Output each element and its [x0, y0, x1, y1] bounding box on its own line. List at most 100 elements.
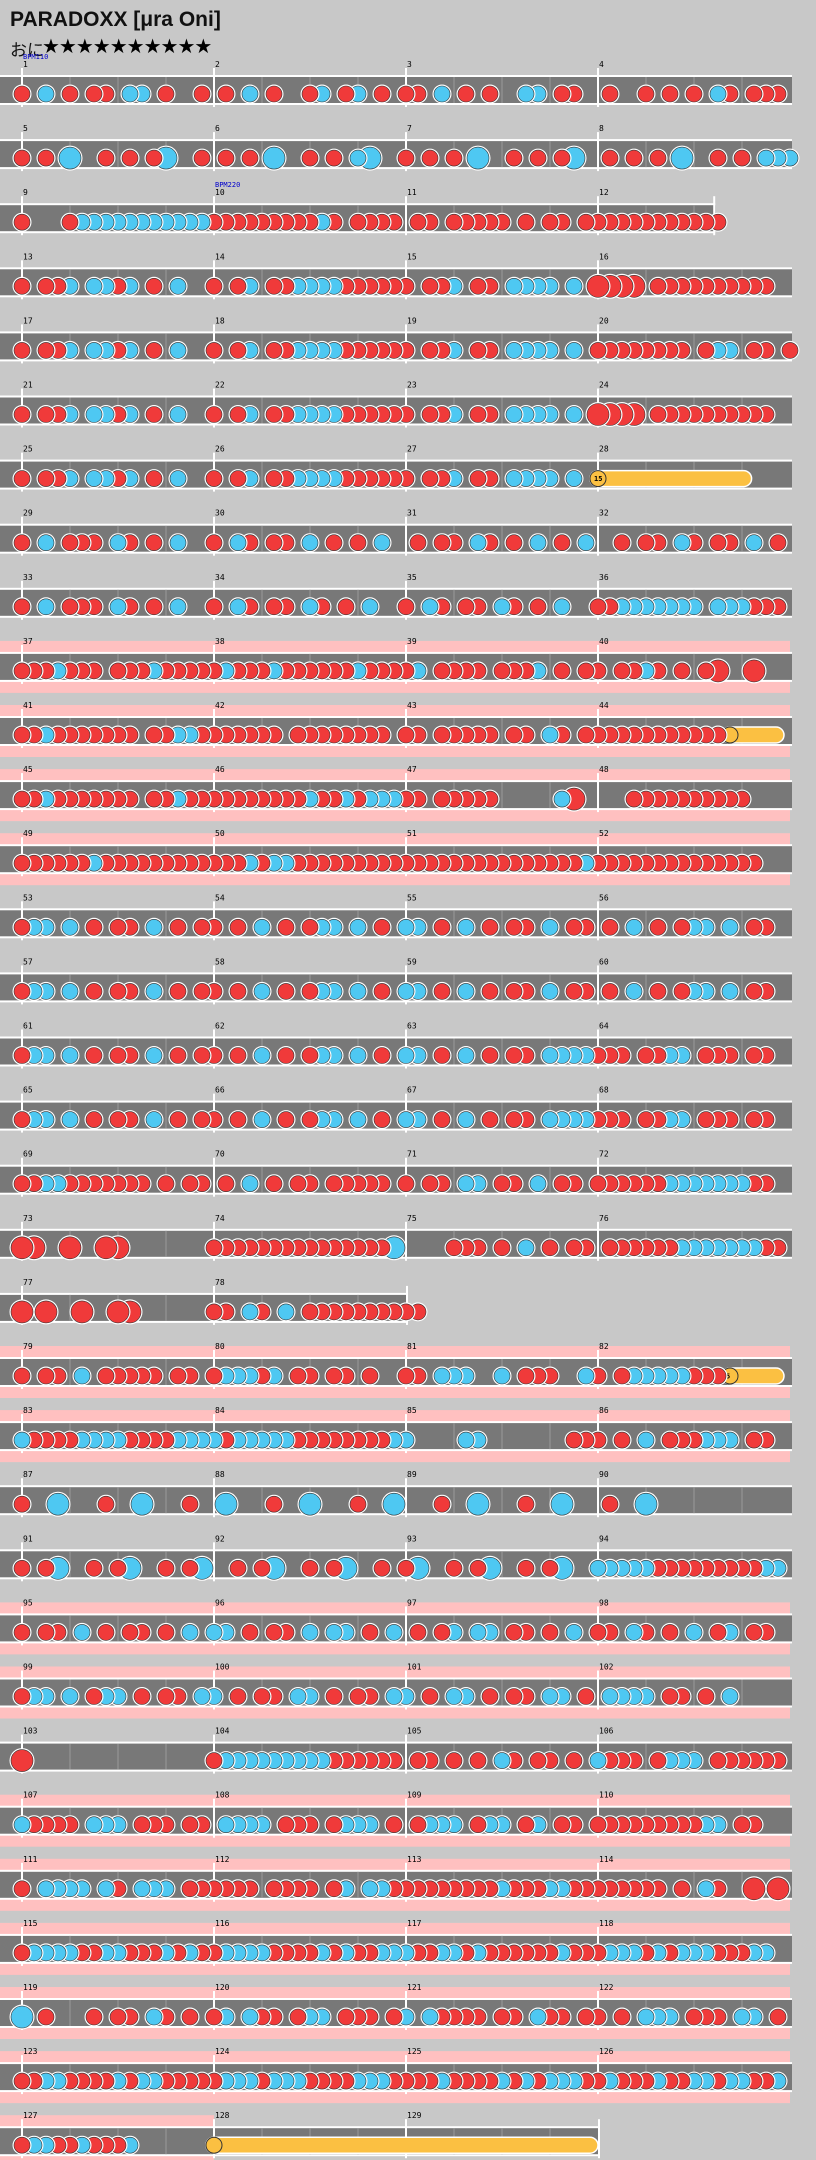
big-ka-note: [262, 146, 286, 170]
measure-number: 39: [407, 637, 417, 646]
big-don-note: [766, 1877, 790, 1901]
ka-note: [673, 534, 691, 552]
ka-note: [145, 918, 163, 936]
ka-note: [457, 1175, 475, 1192]
ka-note: [61, 1111, 79, 1128]
measure-number: 6: [215, 124, 220, 133]
measure-number: 21: [23, 381, 33, 390]
don-note: [541, 1560, 559, 1577]
ka-note: [625, 918, 643, 936]
don-note: [565, 983, 583, 1000]
don-note: [205, 1367, 223, 1385]
big-don-note: [586, 403, 610, 426]
don-note: [229, 918, 247, 936]
don-note: [61, 85, 79, 103]
don-note: [745, 1431, 763, 1449]
ka-note: [745, 534, 763, 552]
measure-number: 74: [215, 1214, 225, 1223]
ka-note: [85, 406, 103, 423]
ka-note: [493, 1367, 511, 1385]
ka-note: [241, 2008, 259, 2026]
measure-number: 58: [215, 957, 225, 966]
don-note: [637, 1047, 655, 1064]
don-note: [421, 342, 439, 359]
don-note: [13, 983, 31, 1000]
ka-note: [121, 85, 139, 103]
ka-note: [169, 277, 187, 295]
measure-number: 4: [599, 60, 604, 69]
measure-number: 66: [215, 1086, 225, 1095]
measure-number: 54: [215, 893, 225, 902]
chart-header: PARADOXX [μra Oni] おに ★★★★★★★★★★: [0, 0, 816, 62]
ka-note: [205, 1624, 223, 1641]
don-note: [265, 277, 283, 295]
measure-number: 32: [599, 509, 609, 518]
ka-note: [109, 534, 127, 552]
ka-note: [709, 598, 727, 616]
don-note: [13, 1367, 31, 1385]
ka-note: [601, 1688, 619, 1705]
don-note: [229, 1560, 247, 1577]
don-note: [217, 149, 235, 167]
don-note: [241, 1624, 259, 1641]
don-note: [349, 1688, 367, 1705]
ka-note: [457, 1047, 475, 1064]
measure-number: 89: [407, 1470, 417, 1479]
measure-number: 56: [599, 893, 609, 902]
don-note: [781, 342, 799, 359]
measure-number: 119: [23, 1983, 38, 1992]
ka-note: [457, 1111, 475, 1128]
ka-note: [13, 1431, 31, 1449]
big-don-note: [742, 659, 766, 683]
ka-note: [277, 1303, 295, 1321]
measure-number: 55: [407, 893, 417, 902]
don-note: [481, 1047, 499, 1064]
measure-number: 22: [215, 381, 225, 390]
ka-note: [241, 1175, 259, 1192]
measure-number: 44: [599, 701, 609, 710]
don-note: [457, 85, 475, 103]
measure-number: 37: [23, 637, 33, 646]
don-note: [349, 1495, 367, 1513]
don-note: [673, 1880, 691, 1898]
measure-number: 33: [23, 573, 33, 582]
ka-note: [385, 1688, 403, 1705]
big-ka-note: [46, 1492, 70, 1516]
measure-number: 62: [215, 1022, 225, 1031]
don-note: [301, 983, 319, 1000]
don-note: [325, 149, 343, 167]
ka-note: [493, 598, 511, 616]
don-note: [325, 1560, 343, 1577]
don-note: [85, 1688, 103, 1705]
don-note: [289, 1367, 307, 1385]
measure-number: 109: [407, 1791, 422, 1800]
measure-number: 113: [407, 1855, 422, 1864]
ka-note: [229, 534, 247, 552]
don-note: [745, 1111, 763, 1128]
don-note: [289, 1175, 307, 1192]
don-note: [229, 342, 247, 359]
don-note: [289, 2008, 307, 2026]
don-note: [205, 406, 223, 423]
measure-number: 103: [23, 1727, 38, 1736]
ka-note: [289, 1688, 307, 1705]
don-note: [13, 406, 31, 423]
ka-note: [397, 1047, 415, 1064]
don-note: [601, 918, 619, 936]
don-note: [229, 1047, 247, 1064]
ka-note: [397, 1111, 415, 1128]
don-note: [205, 277, 223, 295]
ka-note: [301, 534, 319, 552]
measure-number: 88: [215, 1470, 225, 1479]
measure-number: 48: [599, 765, 609, 774]
measure-number: 117: [407, 1919, 422, 1928]
don-note: [13, 1111, 31, 1128]
don-note: [145, 598, 163, 616]
don-note: [301, 1111, 319, 1128]
ka-note: [253, 918, 271, 936]
ka-note: [229, 598, 247, 616]
don-note: [193, 1111, 211, 1128]
don-note: [697, 1688, 715, 1705]
measure-number: 61: [23, 1022, 33, 1031]
don-note: [601, 1495, 619, 1513]
